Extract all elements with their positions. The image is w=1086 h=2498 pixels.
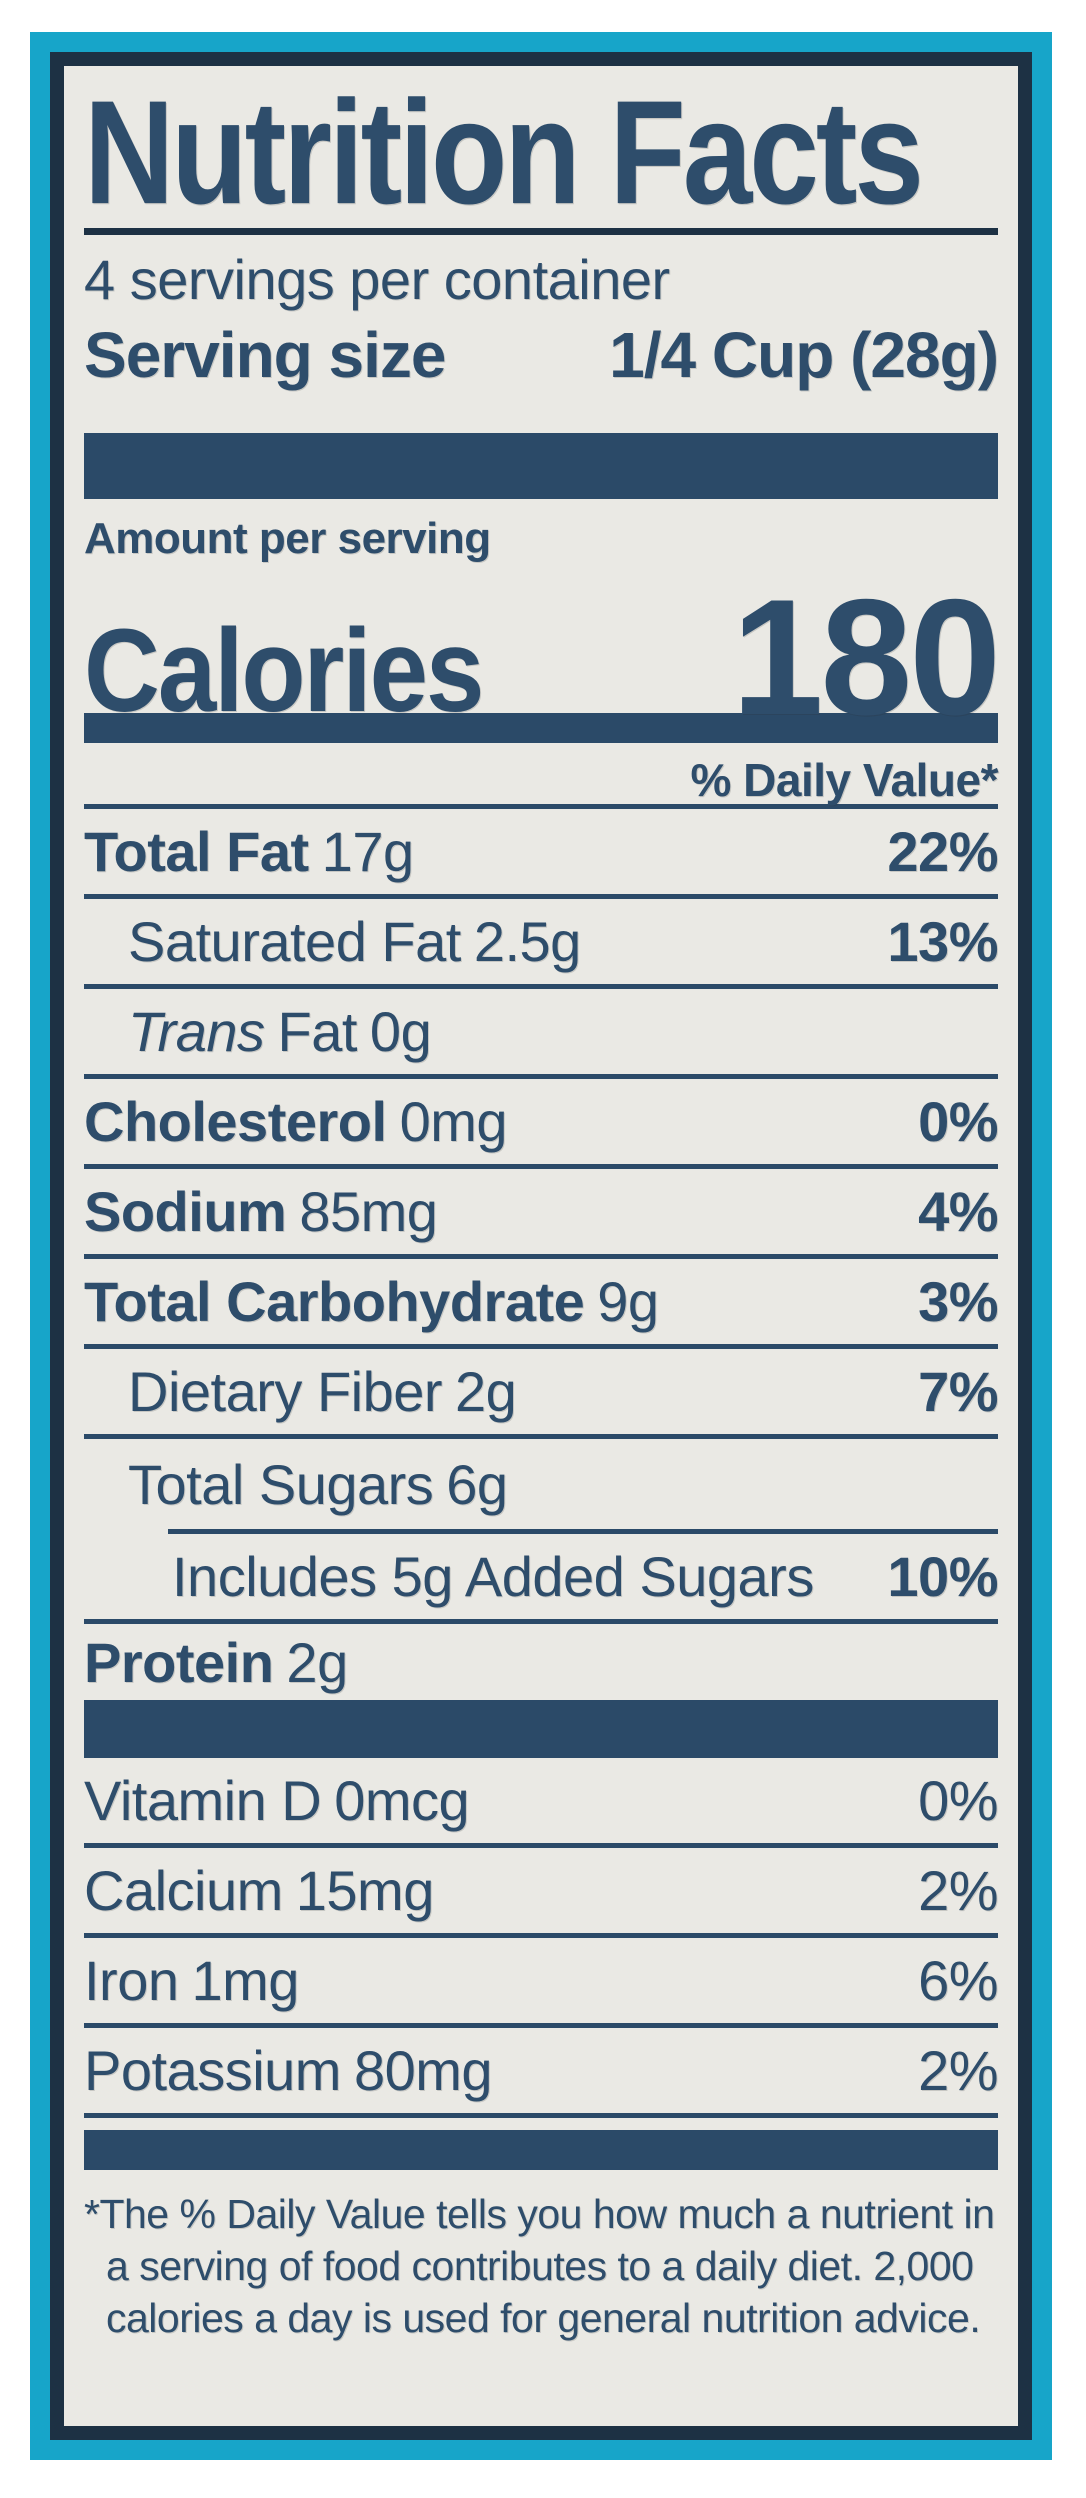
nutrient-row-total-fat: Total Fat 17g 22%	[84, 809, 998, 899]
daily-value-footnote: *The % Daily Value tells you how much a …	[84, 2188, 998, 2344]
nutrient-name: Total Carbohydrate	[84, 1270, 585, 1333]
nutrient-text: Sodium 85mg	[84, 1179, 438, 1244]
nutrient-amount: 17g	[321, 820, 414, 883]
nutrient-amount: 0mcg	[334, 1769, 470, 1832]
nutrient-text: Total Fat 17g	[84, 819, 414, 884]
teal-package-border: Nutrition Facts 4 servings per container…	[30, 32, 1052, 2460]
amount-per-serving-label: Amount per serving	[84, 514, 491, 563]
nutrient-row-added-sugars: Includes 5g Added Sugars 10%	[84, 1534, 998, 1624]
nutrient-dv: 13%	[887, 910, 998, 973]
nutrient-name: Sodium	[84, 1180, 287, 1243]
nutrient-name: Fat	[277, 1000, 358, 1063]
nutrient-text: Potassium 80mg	[84, 2038, 493, 2103]
calories-value: 180	[731, 565, 1001, 749]
nutrient-name: Dietary Fiber	[128, 1360, 443, 1423]
nutrient-name: Calcium	[84, 1859, 283, 1922]
label-content: Nutrition Facts 4 servings per container…	[64, 66, 1018, 2344]
nutrient-amount: 0g	[369, 1000, 432, 1063]
nutrient-dv: 7%	[918, 1360, 998, 1423]
label-title: Nutrition Facts	[84, 70, 924, 235]
vitamin-row-vitamin-d: Vitamin D 0mcg 0%	[84, 1758, 998, 1848]
vitamin-row-calcium: Calcium 15mg 2%	[84, 1848, 998, 1938]
inset-divider	[168, 1529, 998, 1534]
calories-row: Calories 180	[84, 563, 1001, 749]
nutrient-row-protein: Protein 2g	[84, 1624, 998, 1700]
nutrient-dv: 10%	[887, 1545, 998, 1608]
nutrient-text: Saturated Fat 2.5g	[128, 909, 581, 974]
nutrient-dv: 0%	[918, 1769, 998, 1832]
nutrient-text: Calcium 15mg	[84, 1858, 434, 1923]
label-frame: Nutrition Facts 4 servings per container…	[50, 52, 1032, 2440]
footnote-line: a serving of food contributes to a daily…	[106, 2243, 974, 2289]
section-bar-medium	[84, 713, 998, 743]
nutrient-text: Iron 1mg	[84, 1948, 299, 2013]
nutrient-name: Iron	[84, 1949, 179, 2012]
nutrient-amount: 2g	[286, 1630, 348, 1694]
section-bar-footnote	[84, 2130, 998, 2170]
daily-value-header: % Daily Value*	[84, 751, 999, 809]
nutrient-row-sodium: Sodium 85mg 4%	[84, 1169, 998, 1259]
nutrient-text: Protein 2g	[84, 1630, 348, 1695]
nutrient-amount: 15mg	[295, 1859, 435, 1922]
serving-size-row: Serving size 1/4 Cup (28g)	[84, 315, 999, 395]
section-bar-thick	[84, 433, 998, 499]
serving-size-label: Serving size	[84, 319, 446, 391]
nutrient-dv: 4%	[918, 1180, 998, 1243]
nutrient-name: Cholesterol	[84, 1090, 387, 1153]
nutrient-text: Vitamin D 0mcg	[84, 1768, 470, 1833]
nutrient-row-cholesterol: Cholesterol 0mg 0%	[84, 1079, 998, 1169]
nutrient-name: Potassium	[84, 2039, 341, 2102]
nutrient-dv: 6%	[918, 1949, 998, 2012]
nutrient-row-total-sugars: Total Sugars 6g	[84, 1439, 998, 1529]
nutrient-name: Total Fat	[84, 820, 309, 883]
nutrient-dv: 2%	[918, 2039, 998, 2102]
nutrient-amount: 6g	[446, 1452, 508, 1516]
nutrient-text: Dietary Fiber 2g	[128, 1359, 517, 1424]
nutrient-row-dietary-fiber: Dietary Fiber 2g 7%	[84, 1349, 998, 1439]
nutrient-name: Includes 5g Added Sugars	[172, 1545, 814, 1608]
nutrient-amount: 9g	[597, 1270, 659, 1333]
nutrient-amount: 1mg	[191, 1949, 300, 2012]
nutrient-amount: 80mg	[353, 2039, 493, 2102]
nutrient-row-total-carbohydrate: Total Carbohydrate 9g 3%	[84, 1259, 998, 1349]
nutrient-dv: 2%	[918, 1859, 998, 1922]
section-bar-thick	[84, 1700, 998, 1758]
footnote-line: calories a day is used for general nutri…	[106, 2295, 981, 2341]
nutrient-row-trans-fat: Trans Fat 0g	[84, 989, 998, 1079]
nutrient-dv: 22%	[887, 820, 998, 883]
nutrient-name: Saturated Fat	[128, 910, 461, 973]
nutrient-row-saturated-fat: Saturated Fat 2.5g 13%	[84, 899, 998, 989]
vitamin-row-potassium: Potassium 80mg 2%	[84, 2028, 998, 2118]
servings-per-container: 4 servings per container	[84, 248, 670, 311]
nutrient-amount: 2.5g	[473, 910, 582, 973]
nutrient-amount: 85mg	[299, 1180, 438, 1243]
nutrient-dv: 0%	[918, 1090, 998, 1153]
nutrient-dv: 3%	[918, 1270, 998, 1333]
vitamin-row-iron: Iron 1mg 6%	[84, 1938, 998, 2028]
nutrient-text: Total Carbohydrate 9g	[84, 1269, 659, 1334]
title-underline	[84, 228, 998, 235]
footnote-line: *The % Daily Value tells you how much a …	[84, 2191, 995, 2237]
nutrient-name-italic: Trans	[128, 1000, 265, 1063]
calories-label: Calories	[84, 605, 484, 737]
nutrient-text: Total Sugars 6g	[128, 1452, 508, 1517]
nutrient-text: Trans Fat 0g	[128, 999, 432, 1064]
serving-size-value: 1/4 Cup (28g)	[609, 319, 999, 391]
nutrient-name: Protein	[84, 1630, 274, 1694]
nutrient-text: Includes 5g Added Sugars	[172, 1544, 814, 1609]
nutrient-name: Vitamin D	[84, 1769, 322, 1832]
nutrient-amount: 0mg	[399, 1090, 508, 1153]
nutrient-text: Cholesterol 0mg	[84, 1089, 508, 1154]
nutrient-name: Total Sugars	[128, 1452, 434, 1516]
nutrient-amount: 2g	[455, 1360, 517, 1423]
